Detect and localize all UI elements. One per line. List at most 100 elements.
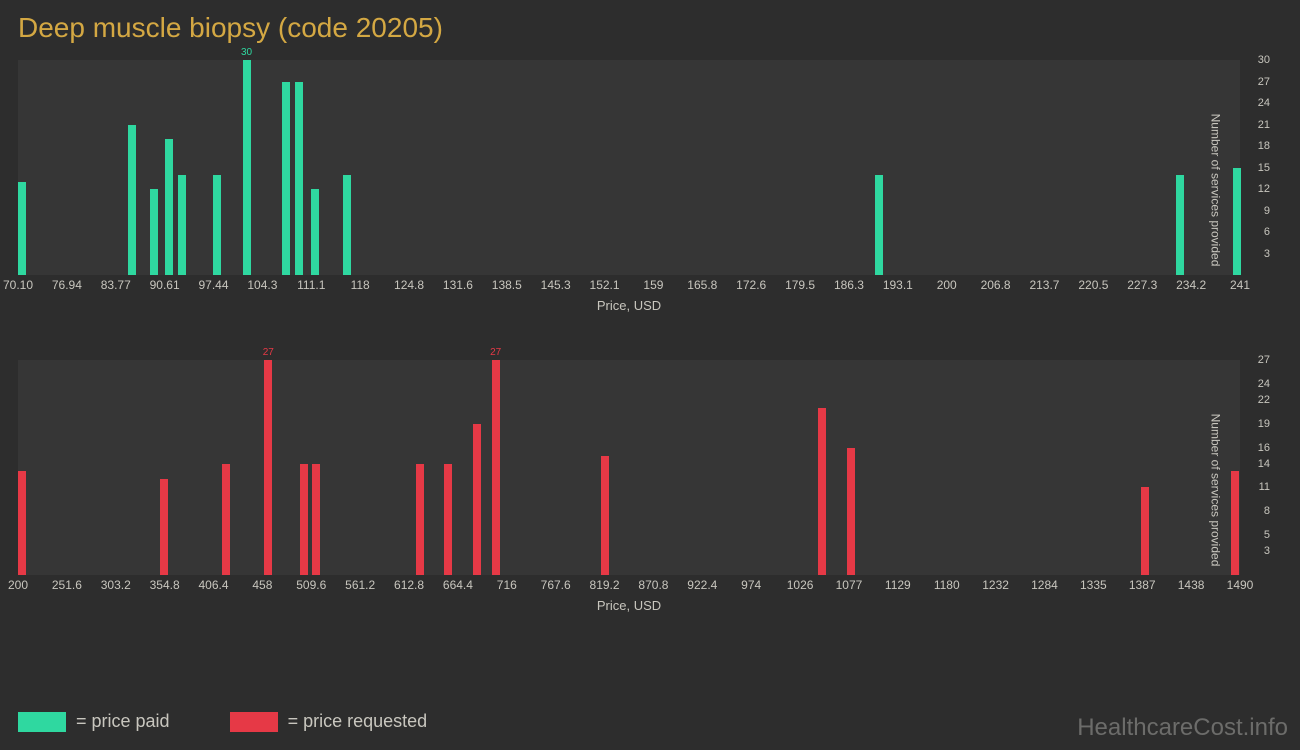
bar xyxy=(343,175,351,275)
x-axis-labels-bottom: 200251.6303.2354.8406.4458509.6561.2612.… xyxy=(18,578,1240,596)
x-tick-label: 111.1 xyxy=(297,278,325,292)
y-axis-title-bottom: Number of services provided xyxy=(1209,414,1223,567)
y-tick-label: 21 xyxy=(1258,119,1270,131)
bar xyxy=(150,189,158,275)
x-tick-label: 354.8 xyxy=(150,578,180,592)
chart-price-paid: 30 70.1076.9483.7790.6197.44104.3111.111… xyxy=(18,60,1240,320)
x-tick-label: 1438 xyxy=(1178,578,1205,592)
y-tick-label: 14 xyxy=(1258,458,1270,470)
x-tick-label: 145.3 xyxy=(541,278,571,292)
x-tick-label: 458 xyxy=(252,578,272,592)
x-tick-label: 159 xyxy=(643,278,663,292)
legend-swatch-paid xyxy=(18,712,66,732)
y-tick-label: 11 xyxy=(1259,481,1270,493)
bar xyxy=(213,175,221,275)
legend-label-requested: = price requested xyxy=(288,711,428,732)
bar xyxy=(847,448,855,575)
x-tick-label: 220.5 xyxy=(1078,278,1108,292)
bar xyxy=(492,360,500,575)
bar-value-label: 30 xyxy=(232,47,262,58)
x-tick-label: 200 xyxy=(937,278,957,292)
x-tick-label: 1026 xyxy=(787,578,814,592)
x-axis-title-top: Price, USD xyxy=(597,298,661,313)
bar xyxy=(160,479,168,575)
x-tick-label: 83.77 xyxy=(101,278,131,292)
x-tick-label: 227.3 xyxy=(1127,278,1157,292)
bar xyxy=(1141,487,1149,575)
x-tick-label: 165.8 xyxy=(687,278,717,292)
legend-item-requested: = price requested xyxy=(230,711,428,732)
y-tick-label: 24 xyxy=(1258,378,1270,390)
bar xyxy=(282,82,290,276)
y-tick-label: 22 xyxy=(1258,394,1270,406)
bar xyxy=(128,125,136,276)
x-tick-label: 1129 xyxy=(885,578,911,592)
x-tick-label: 303.2 xyxy=(101,578,131,592)
x-tick-label: 1387 xyxy=(1129,578,1156,592)
y-tick-label: 15 xyxy=(1258,162,1270,174)
y-tick-label: 30 xyxy=(1258,54,1270,66)
x-tick-label: 70.10 xyxy=(3,278,33,292)
x-tick-label: 870.8 xyxy=(638,578,668,592)
bar xyxy=(178,175,186,275)
bar xyxy=(165,139,173,275)
bar xyxy=(243,60,251,275)
x-tick-label: 974 xyxy=(741,578,761,592)
y-axis-title-top: Number of services provided xyxy=(1209,114,1223,267)
x-tick-label: 819.2 xyxy=(590,578,620,592)
plot-area-top: 30 xyxy=(18,60,1240,275)
x-axis-labels-top: 70.1076.9483.7790.6197.44104.3111.111812… xyxy=(18,278,1240,296)
y-tick-label: 18 xyxy=(1258,140,1270,152)
bar xyxy=(295,82,303,276)
x-tick-label: 97.44 xyxy=(199,278,229,292)
x-tick-label: 124.8 xyxy=(394,278,424,292)
y-tick-label: 16 xyxy=(1258,442,1270,454)
y-tick-label: 27 xyxy=(1258,354,1270,366)
y-tick-label: 12 xyxy=(1258,183,1270,195)
x-tick-label: 561.2 xyxy=(345,578,375,592)
bar xyxy=(473,424,481,575)
bar xyxy=(312,464,320,575)
bar xyxy=(1176,175,1184,275)
legend-label-paid: = price paid xyxy=(76,711,170,732)
bar xyxy=(444,464,452,575)
x-tick-label: 138.5 xyxy=(492,278,522,292)
x-tick-label: 612.8 xyxy=(394,578,424,592)
x-axis-title-bottom: Price, USD xyxy=(597,598,661,613)
legend-item-paid: = price paid xyxy=(18,711,170,732)
plot-area-bottom: 2727 xyxy=(18,360,1240,575)
legend: = price paid = price requested xyxy=(18,711,427,732)
x-tick-label: 1180 xyxy=(934,578,960,592)
y-tick-label: 6 xyxy=(1264,226,1270,238)
bar xyxy=(311,189,319,275)
x-tick-label: 152.1 xyxy=(590,278,620,292)
x-tick-label: 767.6 xyxy=(541,578,571,592)
x-tick-label: 213.7 xyxy=(1029,278,1059,292)
y-tick-label: 19 xyxy=(1258,418,1270,430)
page-title: Deep muscle biopsy (code 20205) xyxy=(0,0,1300,52)
y-tick-label: 24 xyxy=(1258,97,1270,109)
x-tick-label: 251.6 xyxy=(52,578,82,592)
bar xyxy=(875,175,883,275)
x-tick-label: 1232 xyxy=(982,578,1009,592)
y-tick-label: 27 xyxy=(1258,76,1270,88)
x-tick-label: 76.94 xyxy=(52,278,82,292)
bar xyxy=(601,456,609,575)
legend-swatch-requested xyxy=(230,712,278,732)
bar-value-label: 27 xyxy=(253,347,283,358)
bar xyxy=(818,408,826,575)
x-tick-label: 206.8 xyxy=(981,278,1011,292)
x-tick-label: 716 xyxy=(497,578,517,592)
x-tick-label: 1490 xyxy=(1227,578,1254,592)
x-tick-label: 90.61 xyxy=(150,278,180,292)
x-tick-label: 172.6 xyxy=(736,278,766,292)
y-tick-label: 3 xyxy=(1264,545,1270,557)
x-tick-label: 200 xyxy=(8,578,28,592)
x-tick-label: 193.1 xyxy=(883,278,913,292)
bar xyxy=(222,464,230,575)
bar xyxy=(18,471,26,575)
bar xyxy=(1233,168,1241,276)
x-tick-label: 1335 xyxy=(1080,578,1107,592)
bar-value-label: 27 xyxy=(481,347,511,358)
bar xyxy=(300,464,308,575)
